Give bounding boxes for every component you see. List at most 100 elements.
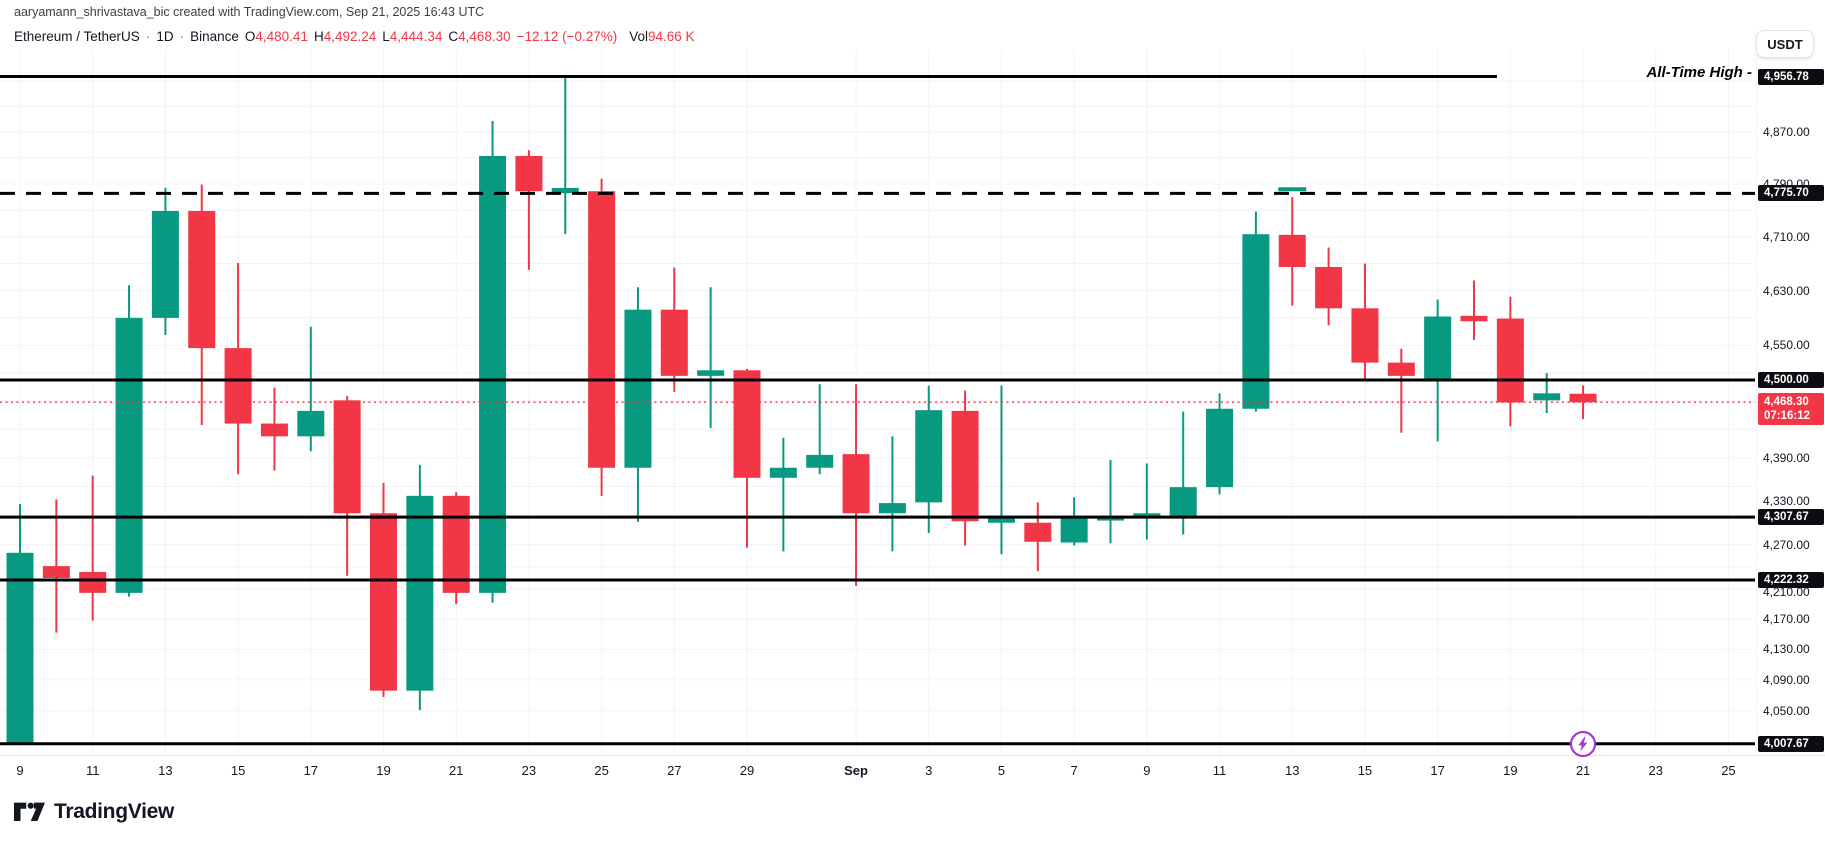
time-axis-label: 17	[1430, 763, 1445, 778]
candle-body	[697, 370, 725, 376]
ohlc-low: L4,444.34	[382, 29, 443, 44]
candle-body	[1206, 408, 1234, 488]
symbol-title[interactable]: Ethereum / TetherUS	[14, 29, 140, 44]
time-axis-label: 15	[1357, 763, 1373, 778]
time-axis-label: 15	[230, 763, 246, 778]
time-axis-separator	[0, 755, 1825, 756]
time-axis-label: 7	[1070, 763, 1078, 778]
chart-legend: Ethereum / TetherUS · 1D · Binance O4,48…	[14, 29, 695, 44]
candle-body	[1278, 234, 1306, 267]
candle-body	[588, 191, 616, 468]
separator-dot: ·	[145, 29, 151, 44]
price-axis-label: 4,090.00	[1763, 672, 1810, 687]
candle-body	[297, 410, 325, 437]
candle-body	[733, 370, 761, 478]
separator-dot: ·	[179, 29, 185, 44]
candle-body	[151, 210, 179, 318]
time-axis-label: 11	[1212, 763, 1227, 778]
candle-body	[660, 309, 688, 376]
candle-body	[406, 495, 434, 691]
lightning-icon[interactable]	[1569, 730, 1597, 758]
candle-body	[442, 495, 470, 593]
currency-toggle-button[interactable]: USDT	[1756, 30, 1814, 58]
candle-body	[987, 516, 1015, 523]
time-axis-label: 3	[925, 763, 933, 778]
time-axis-label: 21	[1575, 763, 1591, 778]
all-time-high-label[interactable]: All-Time High -	[1646, 64, 1752, 81]
candle-body	[1533, 393, 1561, 401]
candle-body	[1424, 316, 1452, 380]
attribution-text: aaryamann_shrivastava_bic created with T…	[14, 5, 485, 19]
time-axis-label: 23	[1648, 763, 1663, 778]
price-axis-separator	[1756, 50, 1757, 755]
candle-body	[624, 309, 652, 468]
candle-body	[1569, 393, 1597, 403]
candle-body	[951, 410, 979, 522]
price-axis-label: 4,210.00	[1763, 585, 1810, 600]
ohlc-open: O4,480.41	[244, 29, 308, 44]
candle-body	[878, 503, 906, 514]
candle-body	[224, 348, 252, 424]
time-axis-label: 19	[376, 763, 391, 778]
candle-body	[115, 317, 143, 593]
price-axis-label: 4,050.00	[1763, 703, 1810, 718]
current-price-badge[interactable]: 4,468.30 07:16:12	[1758, 393, 1824, 426]
price-line-badge[interactable]: 4,007.67	[1758, 735, 1824, 752]
time-axis-label: 27	[667, 763, 682, 778]
price-line-badge[interactable]: 4,500.00	[1758, 372, 1824, 389]
price-axis-label: 4,630.00	[1763, 283, 1810, 298]
candle-body	[1060, 516, 1088, 543]
candle-body	[1315, 266, 1343, 309]
candle-body	[188, 210, 216, 349]
timeframe-label[interactable]: 1D	[156, 29, 174, 44]
candle-body	[479, 155, 507, 593]
time-axis-label: 23	[521, 763, 537, 778]
time-axis-label: 11	[85, 763, 100, 778]
candle-body	[551, 187, 579, 194]
time-axis-label: 29	[739, 763, 755, 778]
candle-body	[842, 454, 870, 514]
price-axis-label: 4,870.00	[1763, 125, 1810, 139]
time-axis-label: 25	[1721, 763, 1736, 778]
level-lines[interactable]	[0, 75, 1755, 746]
price-axis-label: 4,170.00	[1763, 612, 1810, 627]
candle-body	[79, 572, 107, 593]
candle-body	[1351, 308, 1379, 363]
candle-body	[806, 454, 834, 468]
price-line-badge[interactable]: 4,307.67	[1758, 509, 1824, 526]
time-axis-label: 13	[158, 763, 173, 778]
price-axis-label: 4,270.00	[1763, 537, 1810, 552]
candle-body	[333, 400, 361, 514]
candle-body	[1460, 315, 1488, 322]
candle-body	[1242, 234, 1270, 409]
volume: Vol94.66 K	[629, 29, 695, 44]
candle-body	[769, 467, 797, 478]
time-axis-label: Sep	[844, 763, 868, 778]
price-axis-label: 4,130.00	[1763, 642, 1810, 657]
price-line-badge[interactable]: 4,222.32	[1758, 571, 1824, 588]
time-axis-label: 19	[1503, 763, 1518, 778]
candle-body	[1496, 318, 1524, 403]
time-axis-label: 9	[1143, 763, 1151, 778]
price-line-badge[interactable]: 4,956.78	[1758, 68, 1824, 85]
time-axis-label: 9	[16, 763, 24, 778]
price-line-badge[interactable]: 4,775.70	[1758, 185, 1824, 202]
candle-body	[1387, 362, 1415, 376]
candle-body	[1133, 513, 1161, 517]
price-axis-label: 4,550.00	[1763, 338, 1810, 353]
tradingview-logo[interactable]: TradingView	[14, 800, 174, 824]
candle-body	[915, 410, 943, 503]
candle-body	[6, 552, 34, 744]
candle-body	[515, 155, 543, 192]
ohlc-high: H4,492.24	[313, 29, 377, 44]
price-axis-label: 4,330.00	[1763, 493, 1810, 508]
candle-body	[370, 513, 397, 691]
candle-body	[260, 423, 288, 437]
ohlc-close: C4,468.30	[448, 29, 511, 44]
candle-body	[1169, 487, 1197, 517]
time-axis-label: 5	[997, 763, 1006, 778]
change-value: −12.12 (−0.27%)	[516, 29, 618, 44]
time-axis-label: 21	[448, 763, 464, 778]
